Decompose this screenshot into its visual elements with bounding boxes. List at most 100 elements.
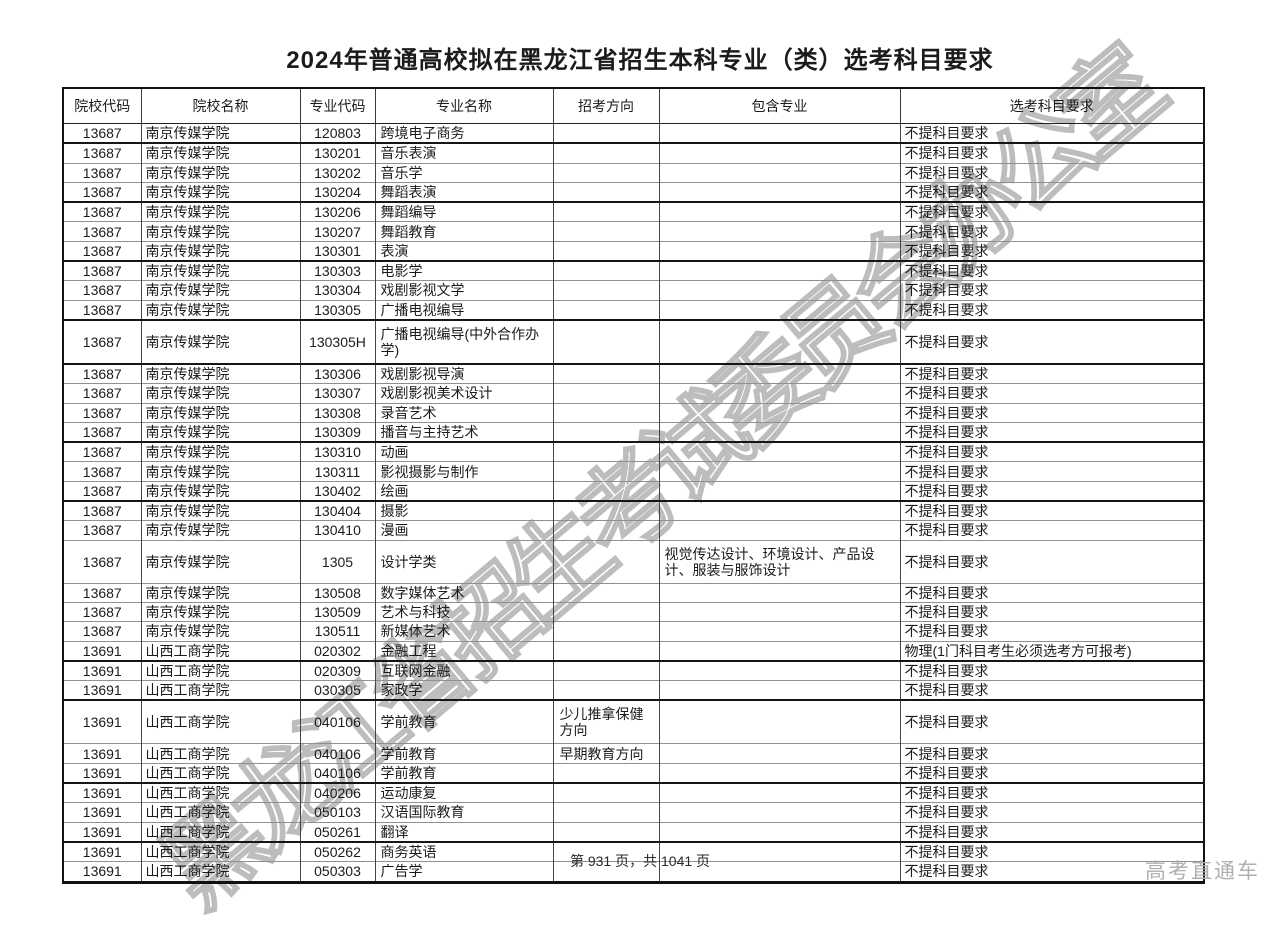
cell-major-name: 戏剧影视文学 — [374, 280, 554, 301]
cell-included-majors — [658, 660, 901, 681]
cell-school-code: 13691 — [62, 743, 142, 764]
cell-direction — [552, 621, 660, 642]
cell-major-name: 漫画 — [374, 520, 554, 541]
cell-requirement: 不提科目要求 — [899, 402, 1205, 423]
cell-included-majors: 视觉传达设计、环境设计、产品设计、服装与服饰设计 — [658, 539, 901, 584]
cell-major-name: 舞蹈编导 — [374, 201, 554, 222]
cell-major-code: 040106 — [299, 743, 376, 764]
cell-major-name: 学前教育 — [374, 762, 554, 785]
table-row: 13687 南京传媒学院 130202 音乐学 不提科目要求 — [62, 162, 1205, 183]
cell-school-name: 南京传媒学院 — [140, 280, 301, 301]
cell-major-name: 翻译 — [374, 821, 554, 843]
cell-major-code: 020309 — [299, 660, 376, 681]
cell-requirement: 不提科目要求 — [899, 319, 1205, 365]
cell-included-majors — [658, 500, 901, 521]
cell-major-code: 120803 — [299, 123, 376, 145]
cell-major-code: 050103 — [299, 802, 376, 823]
cell-school-code: 13691 — [62, 802, 142, 823]
cell-school-code: 13687 — [62, 221, 142, 242]
cell-major-name: 舞蹈教育 — [374, 221, 554, 242]
cell-requirement: 不提科目要求 — [899, 181, 1205, 204]
cell-school-code: 13687 — [62, 601, 142, 622]
table-row: 13687 南京传媒学院 130305H 广播电视编导(中外合作办学) 不提科目要求 — [62, 319, 1205, 365]
cell-requirement: 不提科目要求 — [899, 601, 1205, 622]
cell-major-code: 040106 — [299, 699, 376, 744]
table-row: 13691 山西工商学院 040106 学前教育 早期教育方向 不提科目要求 — [62, 743, 1205, 764]
cell-school-name: 山西工商学院 — [140, 841, 301, 862]
table-body: 13687 南京传媒学院 120803 跨境电子商务 不提科目要求 13687 南京传媒学院… — [62, 123, 1205, 882]
cell-direction — [552, 181, 660, 204]
column-header-major-name: 专业名称 — [374, 87, 554, 124]
table-row: 13687 南京传媒学院 130309 播音与主持艺术 不提科目要求 — [62, 421, 1205, 444]
table-row: 13691 山西工商学院 040106 学前教育 少儿推拿保健方向 不提科目要求 — [62, 699, 1205, 744]
cell-direction — [552, 601, 660, 622]
cell-school-code: 13687 — [62, 383, 142, 404]
cell-included-majors — [658, 240, 901, 263]
cell-direction — [552, 582, 660, 603]
cell-included-majors — [658, 601, 901, 622]
cell-requirement: 不提科目要求 — [899, 162, 1205, 183]
cell-school-name: 南京传媒学院 — [140, 181, 301, 204]
subject-requirements-table: 院校代码 院校名称 专业代码 专业名称 招考方向 包含专业 选考科目要求 136… — [62, 87, 1205, 884]
cell-major-name: 音乐表演 — [374, 142, 554, 164]
table-row: 13687 南京传媒学院 130402 绘画 不提科目要求 — [62, 480, 1205, 503]
cell-requirement: 不提科目要求 — [899, 480, 1205, 503]
cell-school-name: 南京传媒学院 — [140, 461, 301, 482]
cell-major-code: 130511 — [299, 621, 376, 642]
cell-included-majors — [658, 821, 901, 843]
cell-direction — [552, 280, 660, 301]
cell-major-code: 130304 — [299, 280, 376, 301]
cell-direction — [552, 782, 660, 803]
cell-major-name: 艺术与科技 — [374, 601, 554, 622]
cell-school-name: 山西工商学院 — [140, 861, 301, 882]
cell-school-code: 13687 — [62, 539, 142, 584]
cell-requirement: 不提科目要求 — [899, 802, 1205, 823]
cell-major-code: 130201 — [299, 142, 376, 164]
cell-direction — [552, 299, 660, 321]
cell-direction — [552, 123, 660, 145]
cell-requirement: 不提科目要求 — [899, 221, 1205, 242]
table-row: 13687 南京传媒学院 130206 舞蹈编导 不提科目要求 — [62, 201, 1205, 222]
table-row: 13687 南京传媒学院 130508 数字媒体艺术 不提科目要求 — [62, 582, 1205, 603]
table-row: 13687 南京传媒学院 130310 动画 不提科目要求 — [62, 441, 1205, 462]
cell-school-code: 13691 — [62, 762, 142, 785]
cell-school-code: 13687 — [62, 319, 142, 365]
cell-school-name: 山西工商学院 — [140, 762, 301, 785]
cell-major-name: 汉语国际教育 — [374, 802, 554, 823]
cell-included-majors — [658, 640, 901, 662]
cell-included-majors — [658, 383, 901, 404]
cell-included-majors — [658, 421, 901, 444]
table-row: 13687 南京传媒学院 130301 表演 不提科目要求 — [62, 240, 1205, 263]
cell-requirement: 不提科目要求 — [899, 660, 1205, 681]
cell-major-code: 130410 — [299, 520, 376, 541]
cell-included-majors — [658, 480, 901, 503]
column-header-direction: 招考方向 — [552, 87, 660, 124]
cell-school-name: 南京传媒学院 — [140, 582, 301, 603]
cell-included-majors — [658, 743, 901, 764]
cell-major-code: 130307 — [299, 383, 376, 404]
cell-major-name: 学前教育 — [374, 699, 554, 744]
cell-direction: 少儿推拿保健方向 — [552, 699, 660, 744]
cell-direction — [552, 402, 660, 423]
cell-included-majors — [658, 123, 901, 145]
cell-requirement: 不提科目要求 — [899, 841, 1205, 862]
cell-major-name: 新媒体艺术 — [374, 621, 554, 642]
cell-school-name: 南京传媒学院 — [140, 383, 301, 404]
table-row: 13687 南京传媒学院 130201 音乐表演 不提科目要求 — [62, 142, 1205, 164]
table-row: 13691 山西工商学院 050303 广告学 不提科目要求 — [62, 861, 1205, 882]
cell-school-code: 13687 — [62, 480, 142, 503]
table-row: 13687 南京传媒学院 130511 新媒体艺术 不提科目要求 — [62, 621, 1205, 642]
cell-school-name: 山西工商学院 — [140, 743, 301, 764]
cell-major-name: 跨境电子商务 — [374, 123, 554, 145]
cell-major-code: 050261 — [299, 821, 376, 843]
cell-direction — [552, 383, 660, 404]
table-row: 13687 南京传媒学院 130311 影视摄影与制作 不提科目要求 — [62, 461, 1205, 482]
cell-requirement: 不提科目要求 — [899, 260, 1205, 281]
cell-school-name: 山西工商学院 — [140, 821, 301, 843]
cell-major-code: 130306 — [299, 363, 376, 384]
cell-school-code: 13687 — [62, 500, 142, 521]
cell-requirement: 不提科目要求 — [899, 201, 1205, 222]
cell-school-name: 山西工商学院 — [140, 782, 301, 803]
cell-major-name: 学前教育 — [374, 743, 554, 764]
cell-included-majors — [658, 441, 901, 462]
